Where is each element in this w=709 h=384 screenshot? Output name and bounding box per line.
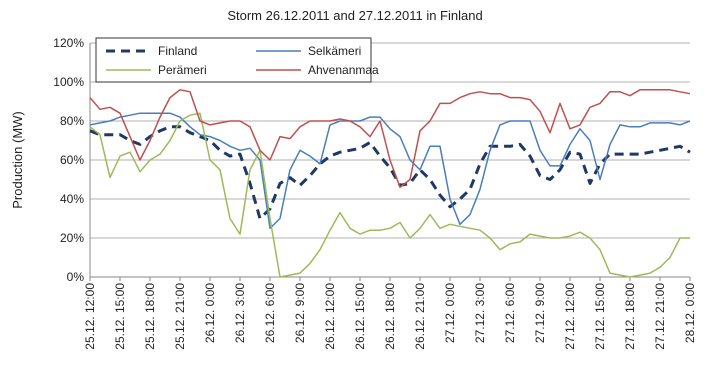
- y-tick-label: 0%: [67, 270, 85, 284]
- x-tick-label: 27.12. 6:00: [503, 283, 517, 343]
- legend-label: Selkämeri: [308, 44, 361, 58]
- x-tick-label: 28.12. 0:00: [683, 283, 697, 343]
- legend-label: Finland: [158, 44, 197, 58]
- y-tick-label: 100%: [53, 75, 84, 89]
- legend-label: Ahvenanmaa: [308, 63, 379, 77]
- y-tick-label: 20%: [60, 231, 84, 245]
- series-line: [89, 125, 691, 220]
- series-line: [89, 112, 690, 278]
- y-tick-label: 40%: [60, 192, 84, 206]
- x-tick-label: 26.12. 0:00: [203, 283, 217, 343]
- x-tick-label: 25.12. 21:00: [173, 283, 187, 350]
- x-tick-label: 27.12. 21:00: [653, 283, 667, 350]
- x-tick-label: 27.12. 3:00: [473, 283, 487, 343]
- x-tick-label: 25.12. 18:00: [143, 283, 157, 350]
- x-tick-label: 27.12. 9:00: [533, 283, 547, 343]
- x-tick-label: 26.12. 18:00: [383, 283, 397, 350]
- x-tick-label: 26.12. 15:00: [353, 283, 367, 350]
- x-tick-label: 27.12. 18:00: [623, 283, 637, 350]
- x-tick-label: 27.12. 12:00: [563, 283, 577, 350]
- x-tick-label: 26.12. 9:00: [293, 283, 307, 343]
- x-tick-label: 25.12. 12:00: [83, 283, 97, 350]
- series-line: [89, 112, 691, 230]
- x-tick-label: 26.12. 6:00: [263, 283, 277, 343]
- chart-title: Storm 26.12.2011 and 27.12.2011 in Finla…: [227, 8, 482, 23]
- x-tick-label: 26.12. 12:00: [323, 283, 337, 350]
- x-tick-label: 26.12. 3:00: [233, 283, 247, 343]
- y-tick-label: 120%: [53, 36, 84, 50]
- y-tick-label: 80%: [60, 114, 84, 128]
- x-tick-label: 27.12. 15:00: [593, 283, 607, 350]
- series-line: [89, 89, 691, 189]
- x-tick-label: 27.12. 0:00: [443, 283, 457, 343]
- x-tick-label: 25.12. 15:00: [113, 283, 127, 350]
- y-axis-label: Production (MW): [10, 111, 25, 209]
- legend-box: [95, 37, 372, 83]
- legend-label: Perämeri: [158, 63, 207, 77]
- y-tick-label: 60%: [60, 153, 84, 167]
- x-tick-label: 26.12. 21:00: [413, 283, 427, 350]
